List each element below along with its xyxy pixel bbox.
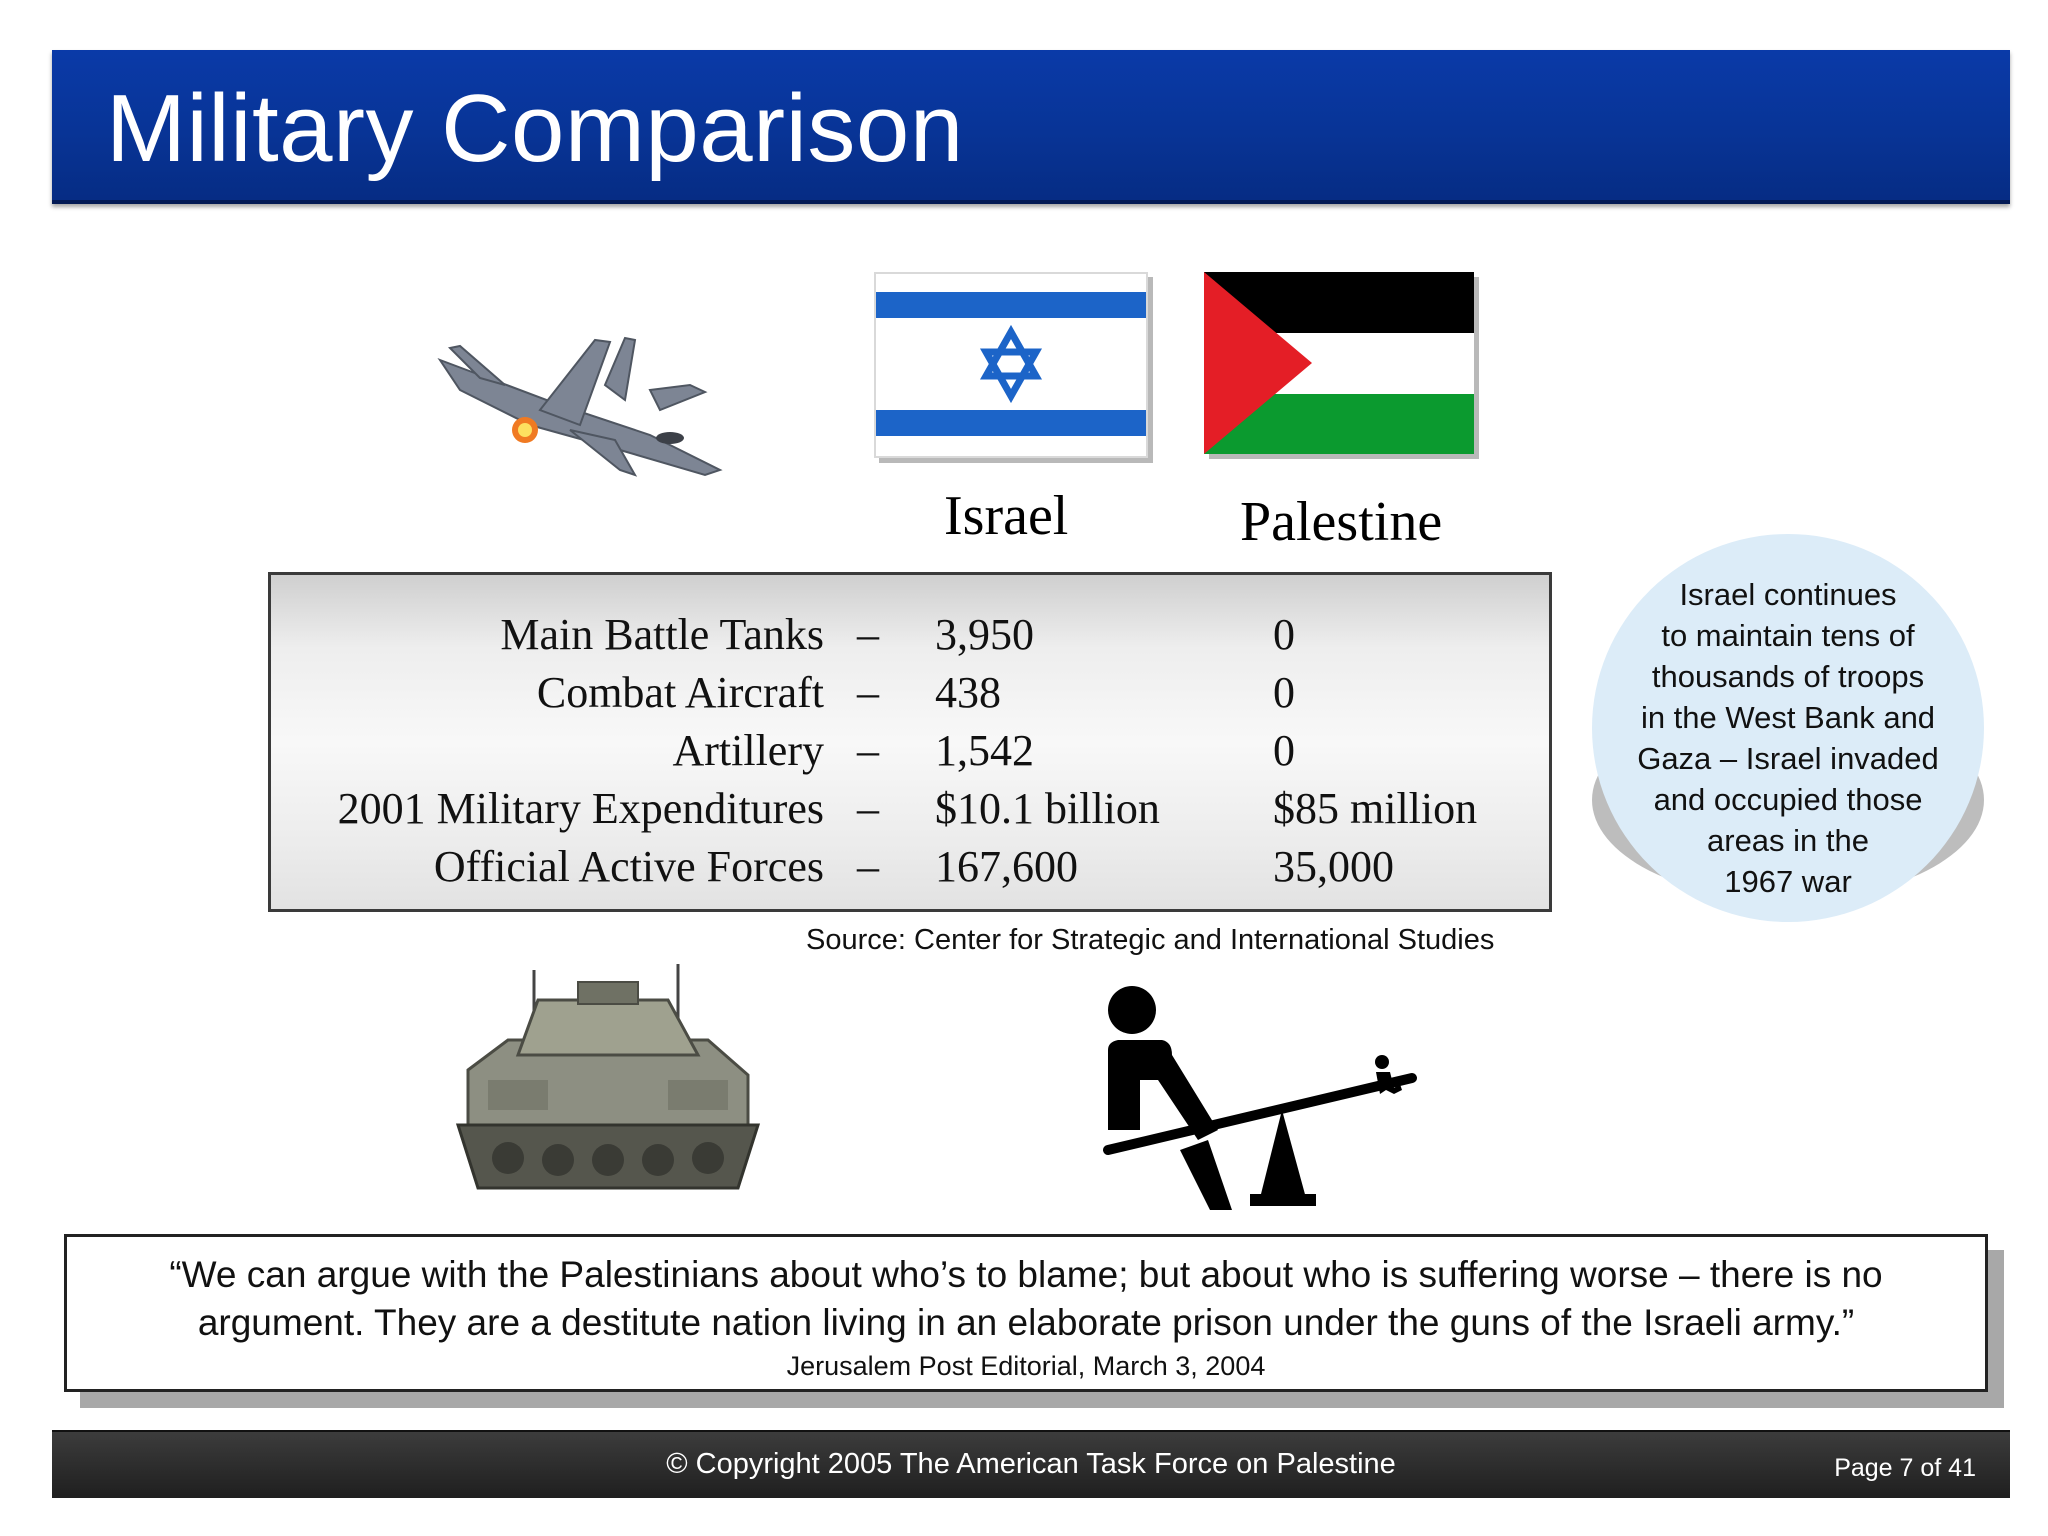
unbalanced-seesaw-pictogram xyxy=(1103,986,1417,1210)
palestine-flag xyxy=(1204,272,1474,454)
page-number: Page 7 of 41 xyxy=(1834,1454,1976,1482)
israel-value: 1,542 xyxy=(935,726,1034,775)
battle-tank-image xyxy=(455,964,761,1190)
row-dash: – xyxy=(857,784,879,833)
israel-value: 167,600 xyxy=(935,842,1078,891)
table-row: Main Battle Tanks – 3,950 0 xyxy=(271,609,1549,667)
quote-attribution: Jerusalem Post Editorial, March 3, 2004 xyxy=(786,1351,1266,1381)
row-dash: – xyxy=(857,842,879,891)
table-row: Artillery – 1,542 0 xyxy=(271,725,1549,783)
copyright-text: © Copyright 2005 The American Task Force… xyxy=(666,1448,1396,1480)
row-dash: – xyxy=(857,668,879,717)
callout-line: and occupied those xyxy=(1653,782,1923,817)
callout-line: to maintain tens of xyxy=(1661,618,1915,653)
callout-line: areas in the xyxy=(1707,823,1869,858)
israel-value: 3,950 xyxy=(935,610,1034,659)
row-label: Artillery xyxy=(672,726,824,775)
fighter-jet-image xyxy=(437,336,723,477)
row-label: Official Active Forces xyxy=(433,842,824,891)
row-dash: – xyxy=(857,726,879,775)
quote-box: “We can argue with the Palestinians abou… xyxy=(64,1234,1988,1392)
palestine-value: $85 million xyxy=(1273,784,1478,833)
palestine-value: 35,000 xyxy=(1273,842,1394,891)
callout-text: Israel continues to maintain tens of tho… xyxy=(1602,574,1974,902)
israel-value: $10.1 billion xyxy=(935,784,1160,833)
palestine-value: 0 xyxy=(1273,726,1295,775)
row-dash: – xyxy=(857,610,879,659)
quote-line: “We can argue with the Palestinians abou… xyxy=(169,1254,1883,1295)
palestine-value: 0 xyxy=(1273,668,1295,717)
table-row: Combat Aircraft – 438 0 xyxy=(271,667,1549,725)
callout-line: thousands of troops xyxy=(1651,659,1925,694)
quote-line: argument. They are a destitute nation li… xyxy=(197,1302,1855,1343)
callout-bubble xyxy=(1592,534,1984,922)
callout-line: Gaza – Israel invaded xyxy=(1637,741,1939,776)
title-bar: Military Comparison xyxy=(52,50,2010,204)
row-label: Main Battle Tanks xyxy=(500,610,824,659)
comparison-table: Main Battle Tanks – 3,950 0 Combat Aircr… xyxy=(268,572,1552,912)
row-label: 2001 Military Expenditures xyxy=(337,784,824,833)
palestine-column-label: Palestine xyxy=(1240,491,1443,553)
row-label: Combat Aircraft xyxy=(536,668,824,717)
israel-flag xyxy=(874,272,1148,458)
footer-bar: © Copyright 2005 The American Task Force… xyxy=(52,1430,2010,1498)
table-row: Official Active Forces – 167,600 35,000 xyxy=(271,841,1549,899)
callout-line: Israel continues xyxy=(1679,577,1897,612)
israel-column-label: Israel xyxy=(944,485,1069,547)
palestine-value: 0 xyxy=(1273,610,1295,659)
table-row: 2001 Military Expenditures – $10.1 billi… xyxy=(271,783,1549,841)
callout-line: in the West Bank and xyxy=(1640,700,1936,735)
callout-line: 1967 war xyxy=(1724,864,1852,899)
israel-value: 438 xyxy=(935,668,1001,717)
source-note: Source: Center for Strategic and Interna… xyxy=(806,924,1495,956)
slide-title: Military Comparison xyxy=(106,75,964,182)
